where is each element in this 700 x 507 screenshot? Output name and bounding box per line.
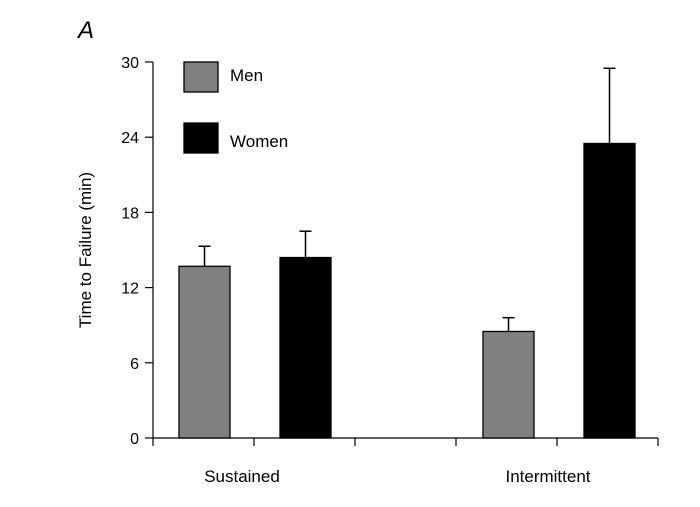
legend-label-women: Women [230,132,288,151]
x-category-label: Sustained [204,467,280,486]
bar-women-intermittent [583,142,636,439]
error-bars [198,67,616,332]
y-tick-label: 24 [121,130,139,147]
bar-men-intermittent [482,330,535,439]
bar-women-sustained [279,256,332,439]
x-axis: Sustained Intermittent [152,437,659,486]
x-category-label: Intermittent [505,467,590,486]
bars [178,142,636,439]
y-tick-label: 12 [121,281,139,298]
y-tick-label: 30 [121,55,139,72]
bar-men-sustained [178,265,231,439]
legend-swatch-women [183,122,219,154]
panel-label: A [76,17,94,44]
y-axis: 0 6 12 18 24 30 [121,55,154,448]
y-tick-label: 18 [121,205,139,222]
legend: Men Women [183,61,288,154]
legend-label-men: Men [230,66,263,85]
y-axis-label: Time to Failure (min) [76,172,95,328]
legend-swatch-men [183,61,219,93]
y-tick-label: 6 [130,356,139,373]
y-tick-label: 0 [130,431,139,448]
